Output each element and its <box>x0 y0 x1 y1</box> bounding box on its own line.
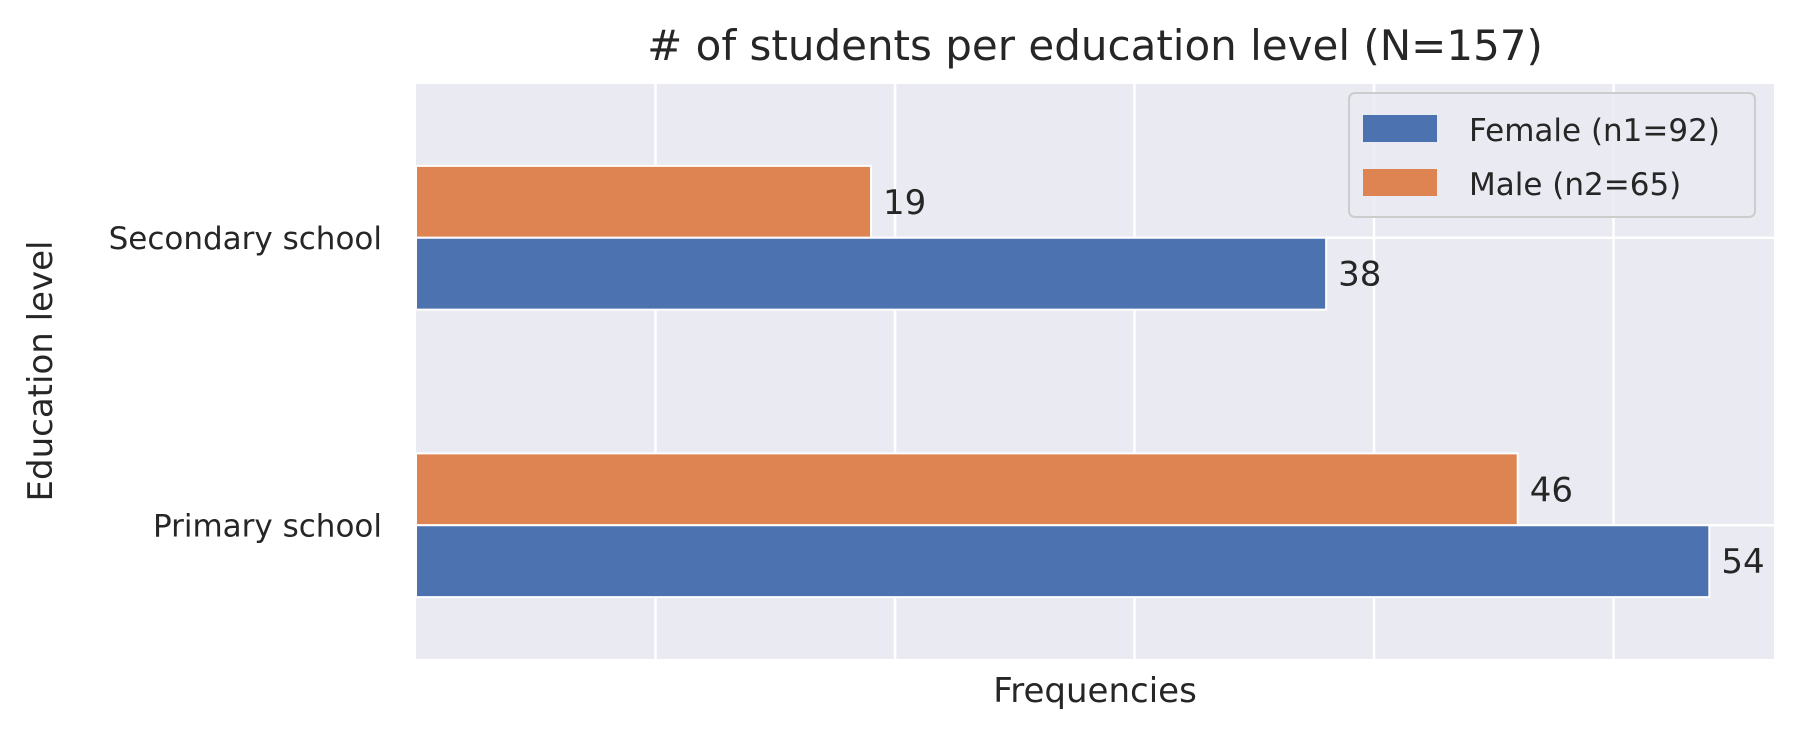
data-labels: 19 38 46 54 <box>883 183 1765 582</box>
y-tick-label: Secondary school <box>109 221 382 257</box>
bar-female <box>415 236 1328 311</box>
y-tick-labels: Secondary school Primary school <box>109 221 382 545</box>
data-label: 46 <box>1530 470 1573 510</box>
legend-box <box>1348 92 1756 218</box>
legend-swatch-male <box>1363 169 1437 196</box>
bar-male <box>415 452 1519 527</box>
data-label: 38 <box>1338 255 1381 295</box>
data-label: 19 <box>883 183 926 223</box>
data-label: 54 <box>1721 542 1764 582</box>
legend-swatch-female <box>1363 115 1437 142</box>
legend-label-female: Female (n1=92) <box>1469 113 1720 149</box>
bars <box>415 164 1711 599</box>
legend-label-male: Male (n2=65) <box>1469 167 1681 203</box>
legend: Female (n1=92) Male (n2=65) <box>1348 92 1756 218</box>
bar-female <box>415 524 1711 599</box>
y-axis-label: Education level <box>21 241 61 502</box>
chart-title: # of students per education level (N=157… <box>647 21 1543 70</box>
y-tick-label: Primary school <box>153 508 382 544</box>
bar-male <box>415 164 873 239</box>
x-axis-label: Frequencies <box>993 671 1197 711</box>
